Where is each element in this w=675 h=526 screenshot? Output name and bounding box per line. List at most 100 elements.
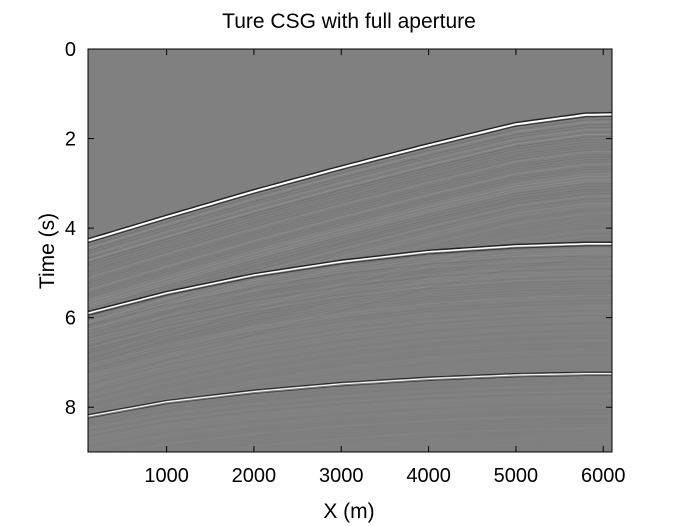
- reverberation-line: [88, 220, 612, 348]
- reverberation-line: [88, 181, 612, 309]
- x-axis-label: X (m): [323, 500, 374, 523]
- reverberation-line: [88, 278, 612, 349]
- reverberation-line: [88, 325, 612, 396]
- reverberation-line: [88, 381, 612, 425]
- reverberation-line: [88, 388, 612, 432]
- reverberation-line: [88, 183, 612, 310]
- reverberation-line: [88, 302, 612, 374]
- reverberation-line: [88, 202, 612, 330]
- event-trough-line: [88, 115, 612, 244]
- reverberation-line: [88, 283, 612, 354]
- y-axis-label: Time (s): [36, 213, 59, 289]
- reverberation-line: [88, 205, 612, 333]
- reverberation-line: [88, 247, 612, 375]
- reverberation-line: [88, 317, 612, 388]
- reverberation-line: [88, 232, 612, 360]
- event-trough-line: [88, 111, 612, 240]
- reverberation-line: [88, 320, 612, 391]
- reverberation-line: [88, 195, 612, 323]
- y-tick-label: 4: [65, 218, 76, 240]
- reverberation-line: [88, 252, 612, 380]
- reverberation-line: [88, 280, 612, 351]
- reverberation-line: [88, 263, 612, 334]
- reverberation-line: [88, 297, 612, 368]
- x-tick-label: 3000: [319, 465, 364, 487]
- reverberation-line: [88, 385, 612, 429]
- event-trough-line: [88, 371, 612, 416]
- reverberation-line: [88, 138, 612, 266]
- reverberation-line: [88, 144, 612, 272]
- reverberation-line: [88, 257, 612, 385]
- reverberation-line: [88, 133, 612, 261]
- reverberation-line: [88, 222, 612, 350]
- reverberation-line: [88, 201, 612, 328]
- event-peak-line: [88, 373, 612, 417]
- reverberation-line: [88, 178, 612, 306]
- reverberation-line: [88, 308, 612, 379]
- reverberation-line: [88, 166, 612, 294]
- reverberation-line: [105, 412, 612, 452]
- x-axis: 1000 2000 3000 4000 5000 6000: [144, 49, 626, 487]
- event-peak-line: [88, 243, 612, 314]
- reverberation-line: [88, 136, 612, 264]
- x-tick-label: 5000: [494, 465, 539, 487]
- event-trough-line: [88, 375, 612, 419]
- reverberation-line: [88, 248, 612, 319]
- reverberation-line: [88, 227, 612, 355]
- reverberation-line: [88, 146, 612, 274]
- reverberation-line: [88, 300, 612, 371]
- reverberation-line: [88, 391, 612, 435]
- x-tick-label: 6000: [581, 465, 626, 487]
- reverberation-line: [88, 295, 612, 366]
- reverberation-line: [88, 305, 612, 376]
- reverberation-line: [121, 415, 612, 452]
- reverberation-line: [88, 154, 612, 282]
- reverberation-line: [88, 217, 612, 345]
- reverberation-line: [88, 225, 612, 353]
- reverberation-line: [88, 376, 612, 420]
- reverberation-line: [88, 403, 612, 447]
- event-trough-line: [88, 241, 612, 313]
- reverberation-line: [88, 261, 612, 332]
- reverberation-line: [88, 292, 612, 363]
- reverberation-line: [88, 119, 612, 247]
- reverberation-line: [88, 313, 612, 384]
- reverberation-line: [88, 175, 612, 303]
- reverberation-line: [88, 288, 612, 359]
- reverberation-line: [88, 198, 612, 326]
- reverberation-line: [88, 149, 612, 277]
- reverberation-line: [88, 337, 612, 408]
- reverberation-line: [88, 158, 612, 286]
- reverberation-line: [88, 329, 612, 400]
- plot-frame: [87, 48, 613, 453]
- reverberation-line: [88, 315, 612, 386]
- reverberation-line: [88, 151, 612, 279]
- reverberation-line: [88, 310, 612, 381]
- reverberation-line: [88, 349, 612, 420]
- reverberation-line: [88, 188, 612, 316]
- reverberation-line: [88, 163, 612, 291]
- reverberation-line: [88, 156, 612, 284]
- reverberation-line: [88, 383, 612, 427]
- reverberation-line: [88, 268, 612, 339]
- reverberation-line: [88, 253, 612, 324]
- reverberation-line: [88, 185, 612, 313]
- reverberation-line: [88, 208, 612, 336]
- reverberation-line: [88, 237, 612, 365]
- reverberation-line: [88, 121, 612, 249]
- reverberation-line: [88, 276, 612, 347]
- reverberation-line: [88, 255, 612, 326]
- reverberation-line: [88, 129, 612, 256]
- reverberation-line: [88, 244, 612, 372]
- reverberation-line: [88, 213, 612, 341]
- reverberation-line: [88, 327, 612, 398]
- reverberation-line: [88, 124, 612, 252]
- x-tick-label: 2000: [232, 465, 277, 487]
- reverberation-line: [88, 210, 612, 338]
- reverberation-line: [88, 161, 612, 289]
- reverberation-line: [88, 262, 612, 390]
- reverberation-line: [88, 171, 612, 299]
- plot-area: [87, 48, 613, 453]
- reverberation-line: [88, 246, 612, 317]
